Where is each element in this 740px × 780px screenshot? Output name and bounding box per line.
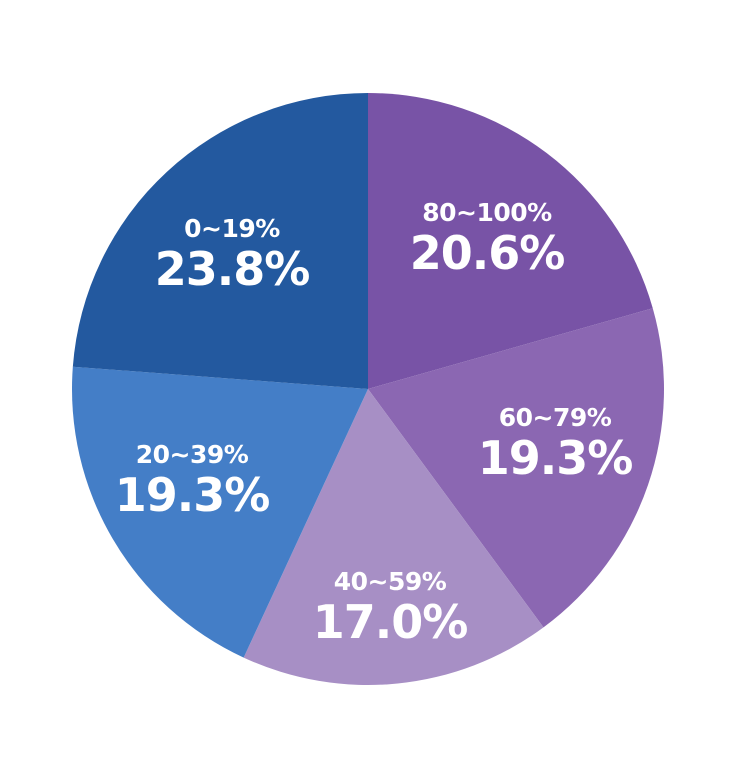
- pie-slice: [243, 389, 544, 686]
- slice-label-80-100: 80~100% 20.6%: [409, 198, 566, 280]
- slice-category: 60~79%: [498, 403, 612, 432]
- pie-slice: [72, 93, 368, 389]
- slice-value: 19.3%: [114, 468, 271, 522]
- slice-value: 20.6%: [409, 226, 566, 280]
- slice-category: 0~19%: [184, 214, 280, 243]
- slice-category: 80~100%: [422, 198, 552, 227]
- pie-slice: [368, 308, 664, 628]
- slice-category: 40~59%: [333, 567, 447, 596]
- slice-value: 19.3%: [477, 431, 634, 485]
- slice-value: 23.8%: [154, 242, 311, 296]
- slice-label-20-39: 20~39% 19.3%: [114, 440, 271, 522]
- slice-label-0-19: 0~19% 23.8%: [154, 214, 311, 296]
- slice-label-60-79: 60~79% 19.3%: [477, 403, 634, 485]
- pie-slice: [71, 366, 368, 658]
- slice-value: 17.0%: [312, 595, 469, 649]
- pie-slice: [368, 93, 653, 389]
- slice-label-40-59: 40~59% 17.0%: [312, 567, 469, 649]
- slice-category: 20~39%: [135, 440, 249, 469]
